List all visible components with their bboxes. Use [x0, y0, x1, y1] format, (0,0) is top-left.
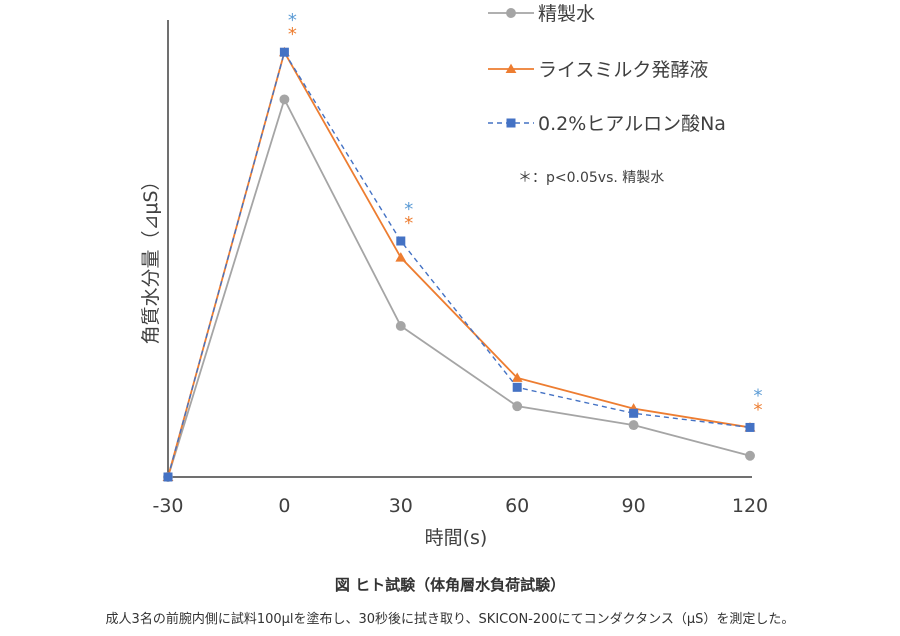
legend-label: 0.2%ヒアルロン酸Na [538, 113, 726, 135]
figure-caption-note: 成人3名の前腕内側に試料100µlを塗布し、30秒後に拭き取り、SKICON-2… [105, 612, 795, 627]
data-point [512, 401, 523, 412]
data-point [163, 472, 173, 482]
data-point [395, 252, 407, 262]
significance-note: ＊：p<0.05vs. 精製水 [518, 170, 664, 186]
data-point [505, 63, 517, 74]
data-point [395, 321, 406, 331]
series [163, 94, 755, 482]
data-point [279, 94, 290, 105]
series-line [167, 97, 751, 478]
series [163, 47, 755, 482]
legend-item: 0.2%ヒアルロン酸Na [488, 113, 726, 135]
legend-label: 精製水 [538, 3, 595, 25]
data-point [279, 47, 289, 57]
legend-label: ライスミルク発酵液 [538, 59, 708, 81]
axes [167, 20, 752, 478]
x-tick-label: 0 [278, 495, 290, 517]
data-point [628, 420, 639, 431]
y-axis-label: 角質水分量（⊿μS） [140, 171, 162, 344]
figure-caption-title: 図 ヒト試験（体角層水負荷試験） [334, 576, 566, 594]
data-point [745, 450, 755, 461]
x-tick-label: 30 [389, 495, 413, 517]
significance-asterisk: * [754, 399, 763, 420]
significance-asterisk: * [404, 199, 413, 220]
series-layer [162, 46, 756, 482]
data-point [506, 118, 516, 128]
x-tick-label: 90 [622, 495, 646, 517]
series [162, 46, 756, 482]
x-axis-label: 時間(s) [425, 527, 488, 549]
x-tick-label: 120 [732, 495, 768, 517]
significance-markers: ****** [288, 10, 763, 420]
series-line [167, 49, 751, 478]
x-tick-label: 60 [505, 495, 529, 517]
data-point [511, 372, 523, 382]
data-point [745, 422, 755, 432]
data-point [506, 8, 516, 18]
x-tick-labels: -30 0 30 60 90 120 [152, 495, 768, 517]
data-point [396, 236, 406, 246]
significance-asterisk: * [288, 10, 297, 31]
legend-item: 精製水 [488, 3, 595, 25]
data-point [512, 382, 522, 392]
significance-asterisk: * [754, 385, 763, 406]
significance-asterisk: * [404, 213, 413, 234]
line-chart: -30 0 30 60 90 120 時間(s) 角質水分量（⊿μS） ****** 精製… [140, 3, 768, 549]
legend-item: ライスミルク発酵液 [488, 59, 708, 81]
significance-asterisk: * [288, 24, 297, 45]
x-tick-label: -30 [152, 495, 183, 517]
data-point [629, 408, 639, 418]
